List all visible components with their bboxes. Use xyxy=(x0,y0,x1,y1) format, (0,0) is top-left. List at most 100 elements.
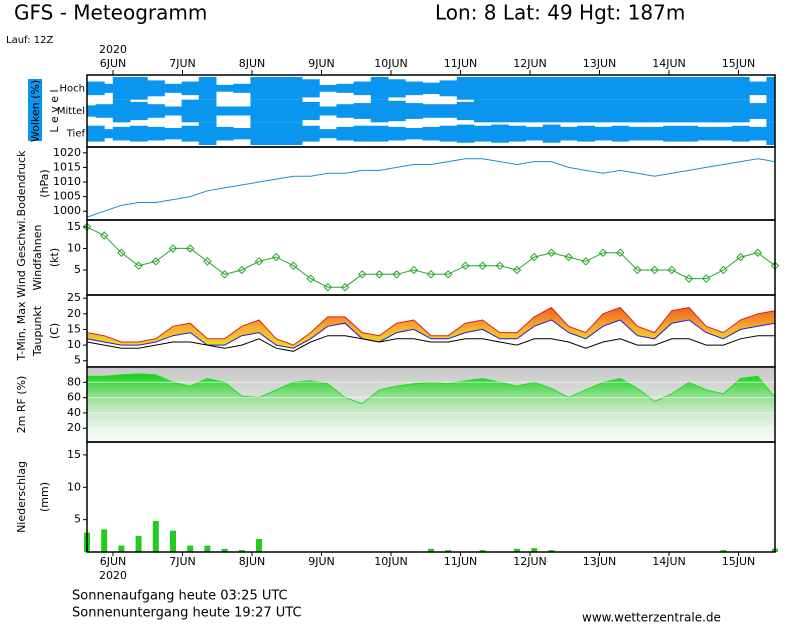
wind-marker xyxy=(684,274,694,283)
cloud-cell xyxy=(508,99,527,123)
cloud-cell xyxy=(95,129,114,139)
cloud-cell xyxy=(302,125,320,142)
y-tick-label: 20 xyxy=(67,421,81,434)
sunset: Sonnenuntergang heute 19:27 UTC xyxy=(72,606,302,621)
day-label-bottom: 10JUN xyxy=(374,555,408,568)
cloud-cell xyxy=(439,125,458,142)
day-label-bottom: 7JUN xyxy=(169,555,196,568)
cloud-cell xyxy=(525,126,544,141)
cloud-cell xyxy=(732,99,750,123)
wind-marker xyxy=(82,222,92,232)
day-label-top: 12JUN xyxy=(513,57,547,70)
wind-marker xyxy=(564,252,573,262)
cloud-cell xyxy=(405,128,423,140)
panel-label: Wind Geschwi. xyxy=(15,217,28,298)
cloud-cell xyxy=(628,99,647,123)
precip-bar xyxy=(548,550,555,552)
cloud-cell xyxy=(336,104,355,118)
y-tick-label: 15 xyxy=(67,448,81,461)
cloud-cell xyxy=(233,106,251,116)
panel-sublabel: Taupunkt xyxy=(31,305,44,357)
cloud-cell xyxy=(439,104,458,118)
wind-marker xyxy=(633,265,642,275)
cloud-cell xyxy=(181,125,200,142)
precip-bar xyxy=(238,550,245,552)
site: www.wetterzentrale.de xyxy=(582,611,721,625)
cloud-cell xyxy=(216,126,234,141)
day-label-bottom: 6JUN xyxy=(100,555,127,568)
day-label-top: 13JUN xyxy=(583,57,617,70)
y-tick-label: 1010 xyxy=(53,175,81,188)
wind-marker xyxy=(99,231,109,240)
day-label-top: 7JUN xyxy=(169,57,196,70)
cloud-cell xyxy=(542,77,561,100)
wind-marker xyxy=(667,265,677,275)
y-tick-label: 5 xyxy=(74,263,81,276)
wind-marker xyxy=(650,265,659,275)
cloud-cell xyxy=(250,122,269,145)
wind-marker xyxy=(306,274,315,283)
precip-bar xyxy=(101,529,108,552)
cloud-cell xyxy=(714,126,733,141)
panel-unit: (mm) xyxy=(38,482,51,512)
cloud-cell xyxy=(663,99,681,123)
cloud-cell xyxy=(663,125,681,142)
precip-bar xyxy=(445,550,452,552)
cloud-cell xyxy=(388,100,406,122)
cloud-cell xyxy=(422,104,441,118)
panel-unit: (hPa) xyxy=(38,169,51,197)
wind-marker xyxy=(753,248,763,258)
level-label: Mittel xyxy=(57,106,85,117)
cloud-cell xyxy=(628,126,647,141)
cloud-cell xyxy=(319,129,337,139)
label-box xyxy=(28,79,42,141)
cloud-cell xyxy=(147,104,165,118)
cloud-cell xyxy=(594,126,613,141)
day-label-bottom: 13JUN xyxy=(583,555,617,568)
cloud-cell xyxy=(130,101,148,121)
run: Lauf: 12Z xyxy=(6,35,53,46)
precip-bar xyxy=(479,550,486,552)
cloud-cell xyxy=(714,77,733,100)
temp-line xyxy=(86,319,776,349)
wind-marker xyxy=(357,270,367,279)
y-tick-label: 1015 xyxy=(53,160,81,173)
cloud-cell xyxy=(474,77,492,100)
precip-bar xyxy=(256,539,262,552)
cloud-cell xyxy=(250,99,269,123)
day-label-top: 11JUN xyxy=(444,57,478,70)
cloud-cell xyxy=(508,125,527,142)
wind-marker xyxy=(478,261,487,270)
cloud-cell xyxy=(646,126,664,141)
day-label-top: 14JUN xyxy=(652,57,686,70)
cloud-cell xyxy=(594,99,613,123)
precip-bar xyxy=(221,548,228,552)
cloud-cell xyxy=(766,122,775,145)
y-tick-label: 1020 xyxy=(53,146,81,159)
cloud-cell xyxy=(732,125,750,142)
panel-label: T-Min, Max xyxy=(15,301,28,361)
wind-marker xyxy=(547,248,556,258)
precip-bar xyxy=(135,535,142,552)
cloud-cell xyxy=(422,126,441,141)
precip-bar xyxy=(514,548,520,552)
precip-bar xyxy=(204,545,211,552)
cloud-cell xyxy=(749,126,767,141)
temp-line xyxy=(86,306,776,346)
cloud-cell xyxy=(594,77,613,100)
cloud-cell xyxy=(147,126,165,141)
sunrise: Sonnenaufgang heute 03:25 UTC xyxy=(72,589,288,604)
wind-marker xyxy=(736,252,745,262)
y-tick-label: 20 xyxy=(67,307,81,320)
cloud-cell xyxy=(525,77,544,100)
cloud-cell xyxy=(164,83,183,93)
cloud-cell xyxy=(646,99,664,123)
panel-frame xyxy=(86,219,776,296)
y-tick-label: 1000 xyxy=(53,204,81,217)
wind-marker xyxy=(168,244,178,253)
cloud-cell xyxy=(491,77,509,100)
cloud-cell xyxy=(370,99,389,123)
year-top: 2020 xyxy=(99,43,127,56)
cloud-cell xyxy=(456,101,475,121)
cloud-cell xyxy=(456,77,475,100)
